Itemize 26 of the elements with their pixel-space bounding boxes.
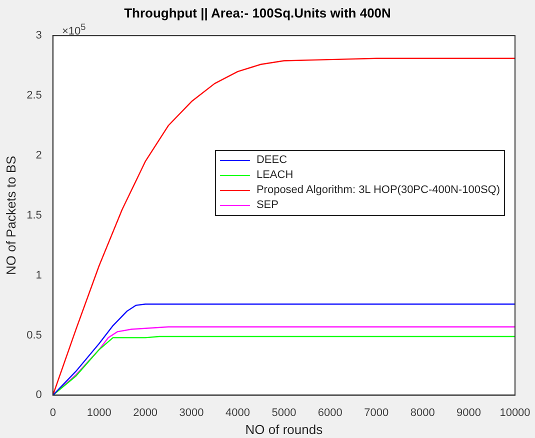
y-axis-title: NO of Packets to BS xyxy=(3,155,18,276)
y-tick-label: 2.5 xyxy=(26,90,42,102)
x-tick-label: 6000 xyxy=(318,406,342,419)
legend-label: Proposed Algorithm: 3L HOP(30PC-400N-100SQ) xyxy=(256,183,500,198)
x-tick-label: 0 xyxy=(50,406,56,419)
y-tick-label: 0 xyxy=(36,389,42,402)
x-tick-label: 9000 xyxy=(456,406,482,419)
x-tick-label: 1000 xyxy=(86,406,112,419)
annotation: ×10$^{5}$ xyxy=(62,22,86,38)
x-tick-label: 2000 xyxy=(133,406,158,419)
legend-label: DEEC xyxy=(256,153,288,168)
y-tick-label: 1 xyxy=(36,269,42,282)
x-tick-label: 4000 xyxy=(225,406,250,419)
x-tick-label: 3000 xyxy=(179,406,204,419)
x-tick-label: 8000 xyxy=(410,406,435,419)
x-axis-title: NO of rounds xyxy=(245,422,324,437)
y-tick-label: 1.5 xyxy=(26,209,42,222)
y-tick-label: 0.5 xyxy=(26,329,42,342)
y-tick-label: 3 xyxy=(36,30,42,42)
y-tick-label: 2 xyxy=(36,150,42,162)
chart-title: Throughput || Area:- 100Sq.Units with 400N xyxy=(124,5,391,20)
x-tick-label: 10000 xyxy=(500,406,530,419)
legend-label: LEACH xyxy=(256,168,294,183)
x-tick-label: 5000 xyxy=(272,406,296,419)
legend-label: SEP xyxy=(256,198,278,213)
x-tick-label: 7000 xyxy=(364,406,389,419)
